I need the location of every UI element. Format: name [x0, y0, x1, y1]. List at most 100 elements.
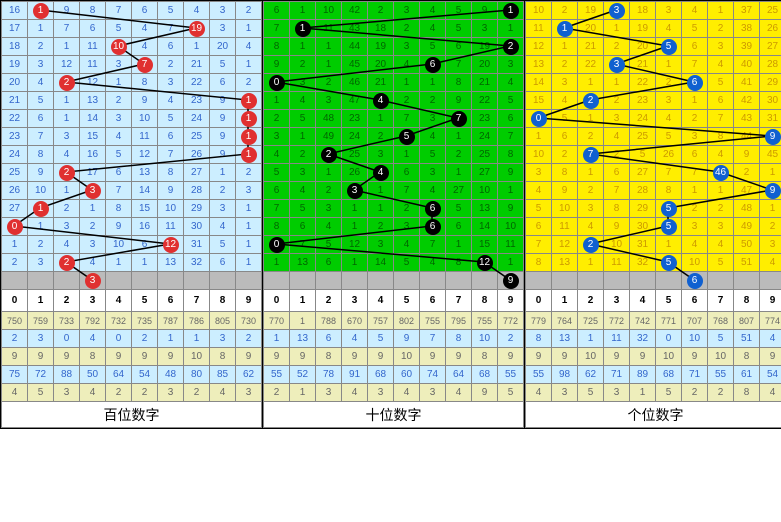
spacer-cell [578, 272, 604, 290]
summary-cell: 5 [578, 384, 604, 402]
cell: 5 [552, 110, 578, 128]
summary-cell: 32 [630, 330, 656, 348]
cell: 32 [184, 254, 210, 272]
summary-cell: 8 [734, 348, 760, 366]
trend-ball: 2 [321, 147, 337, 163]
trend-ball: 1 [33, 3, 49, 19]
summary-cell: 730 [236, 312, 262, 330]
cell: 11 [158, 218, 184, 236]
cell: 8 [656, 182, 682, 200]
cell: 6 [682, 146, 708, 164]
cell: 5 [656, 254, 682, 272]
trend-ball: 9 [765, 129, 781, 145]
cell: 30 [760, 92, 781, 110]
summary-cell: 9 [420, 348, 446, 366]
trend-grid-tens: 6110422345917111431824531811441935619292… [263, 1, 524, 428]
cell: 1 [342, 218, 368, 236]
trend-ball: 0 [7, 219, 23, 235]
spacer-cell [210, 272, 236, 290]
cell: 7 [604, 182, 630, 200]
cell: 3 [498, 56, 524, 74]
cell: 4 [420, 182, 446, 200]
cell: 8 [708, 128, 734, 146]
cell: 11 [80, 38, 106, 56]
cell: 11 [604, 254, 630, 272]
trend-ball: 1 [295, 21, 311, 37]
cell: 12 [472, 254, 498, 272]
summary-cell: 4 [394, 384, 420, 402]
cell: 6 [290, 218, 316, 236]
digit-header: 1 [290, 290, 316, 312]
cell: 2 [708, 200, 734, 218]
cell: 15 [472, 236, 498, 254]
summary-cell: 9 [236, 348, 262, 366]
cell: 21 [184, 56, 210, 74]
cell: 5 [656, 128, 682, 146]
summary-cell: 9 [132, 348, 158, 366]
trend-ball: 2 [59, 165, 75, 181]
cell: 30 [184, 218, 210, 236]
cell: 26 [760, 20, 781, 38]
cell: 5 [158, 110, 184, 128]
cell: 7 [498, 128, 524, 146]
cell: 9 [210, 146, 236, 164]
trend-ball: 5 [661, 39, 677, 55]
cell: 8 [158, 164, 184, 182]
panel-label: 百位数字 [2, 402, 262, 428]
cell: 13 [290, 254, 316, 272]
trend-ball: 3 [609, 57, 625, 73]
cell: 3 [158, 74, 184, 92]
cell: 3 [316, 92, 342, 110]
summary-cell: 1 [184, 330, 210, 348]
summary-cell: 768 [708, 312, 734, 330]
trend-ball: 4 [373, 165, 389, 181]
cell: 1 [446, 164, 472, 182]
cell: 1 [290, 128, 316, 146]
cell: 8 [446, 254, 472, 272]
summary-cell: 9 [446, 348, 472, 366]
summary-cell: 7 [420, 330, 446, 348]
cell: 4 [54, 236, 80, 254]
summary-cell: 9 [54, 348, 80, 366]
summary-cell: 733 [54, 312, 80, 330]
summary-cell: 750 [2, 312, 28, 330]
summary-cell: 1 [158, 330, 184, 348]
summary-cell: 2 [184, 384, 210, 402]
cell: 21 [2, 92, 28, 110]
trend-ball: 3 [347, 183, 363, 199]
cell: 18 [368, 20, 394, 38]
summary-cell: 5 [28, 384, 54, 402]
cell: 26 [2, 182, 28, 200]
cell: 3 [394, 218, 420, 236]
trend-ball: 5 [399, 129, 415, 145]
summary-cell: 10 [578, 348, 604, 366]
cell: 7 [420, 236, 446, 254]
cell: 8 [106, 200, 132, 218]
summary-cell: 4 [760, 330, 781, 348]
summary-cell: 0 [54, 330, 80, 348]
cell: 2 [2, 254, 28, 272]
cell: 20 [2, 74, 28, 92]
cell: 17 [80, 164, 106, 182]
cell: 7 [106, 2, 132, 20]
trend-ball: 5 [661, 201, 677, 217]
digit-header: 5 [132, 290, 158, 312]
summary-cell: 55 [708, 366, 734, 384]
cell: 27 [446, 182, 472, 200]
cell: 2 [498, 38, 524, 56]
cell: 6 [682, 74, 708, 92]
cell: 2 [578, 92, 604, 110]
cell: 25 [760, 2, 781, 20]
cell: 1 [28, 2, 54, 20]
cell: 3 [236, 182, 262, 200]
trend-ball: 7 [451, 111, 467, 127]
cell: 1 [316, 56, 342, 74]
cell: 4 [578, 218, 604, 236]
cell: 1 [236, 236, 262, 254]
cell: 4 [316, 218, 342, 236]
cell: 51 [734, 254, 760, 272]
cell: 2 [290, 146, 316, 164]
cell: 30 [630, 218, 656, 236]
cell: 1 [236, 92, 262, 110]
summary-cell: 4 [2, 384, 28, 402]
